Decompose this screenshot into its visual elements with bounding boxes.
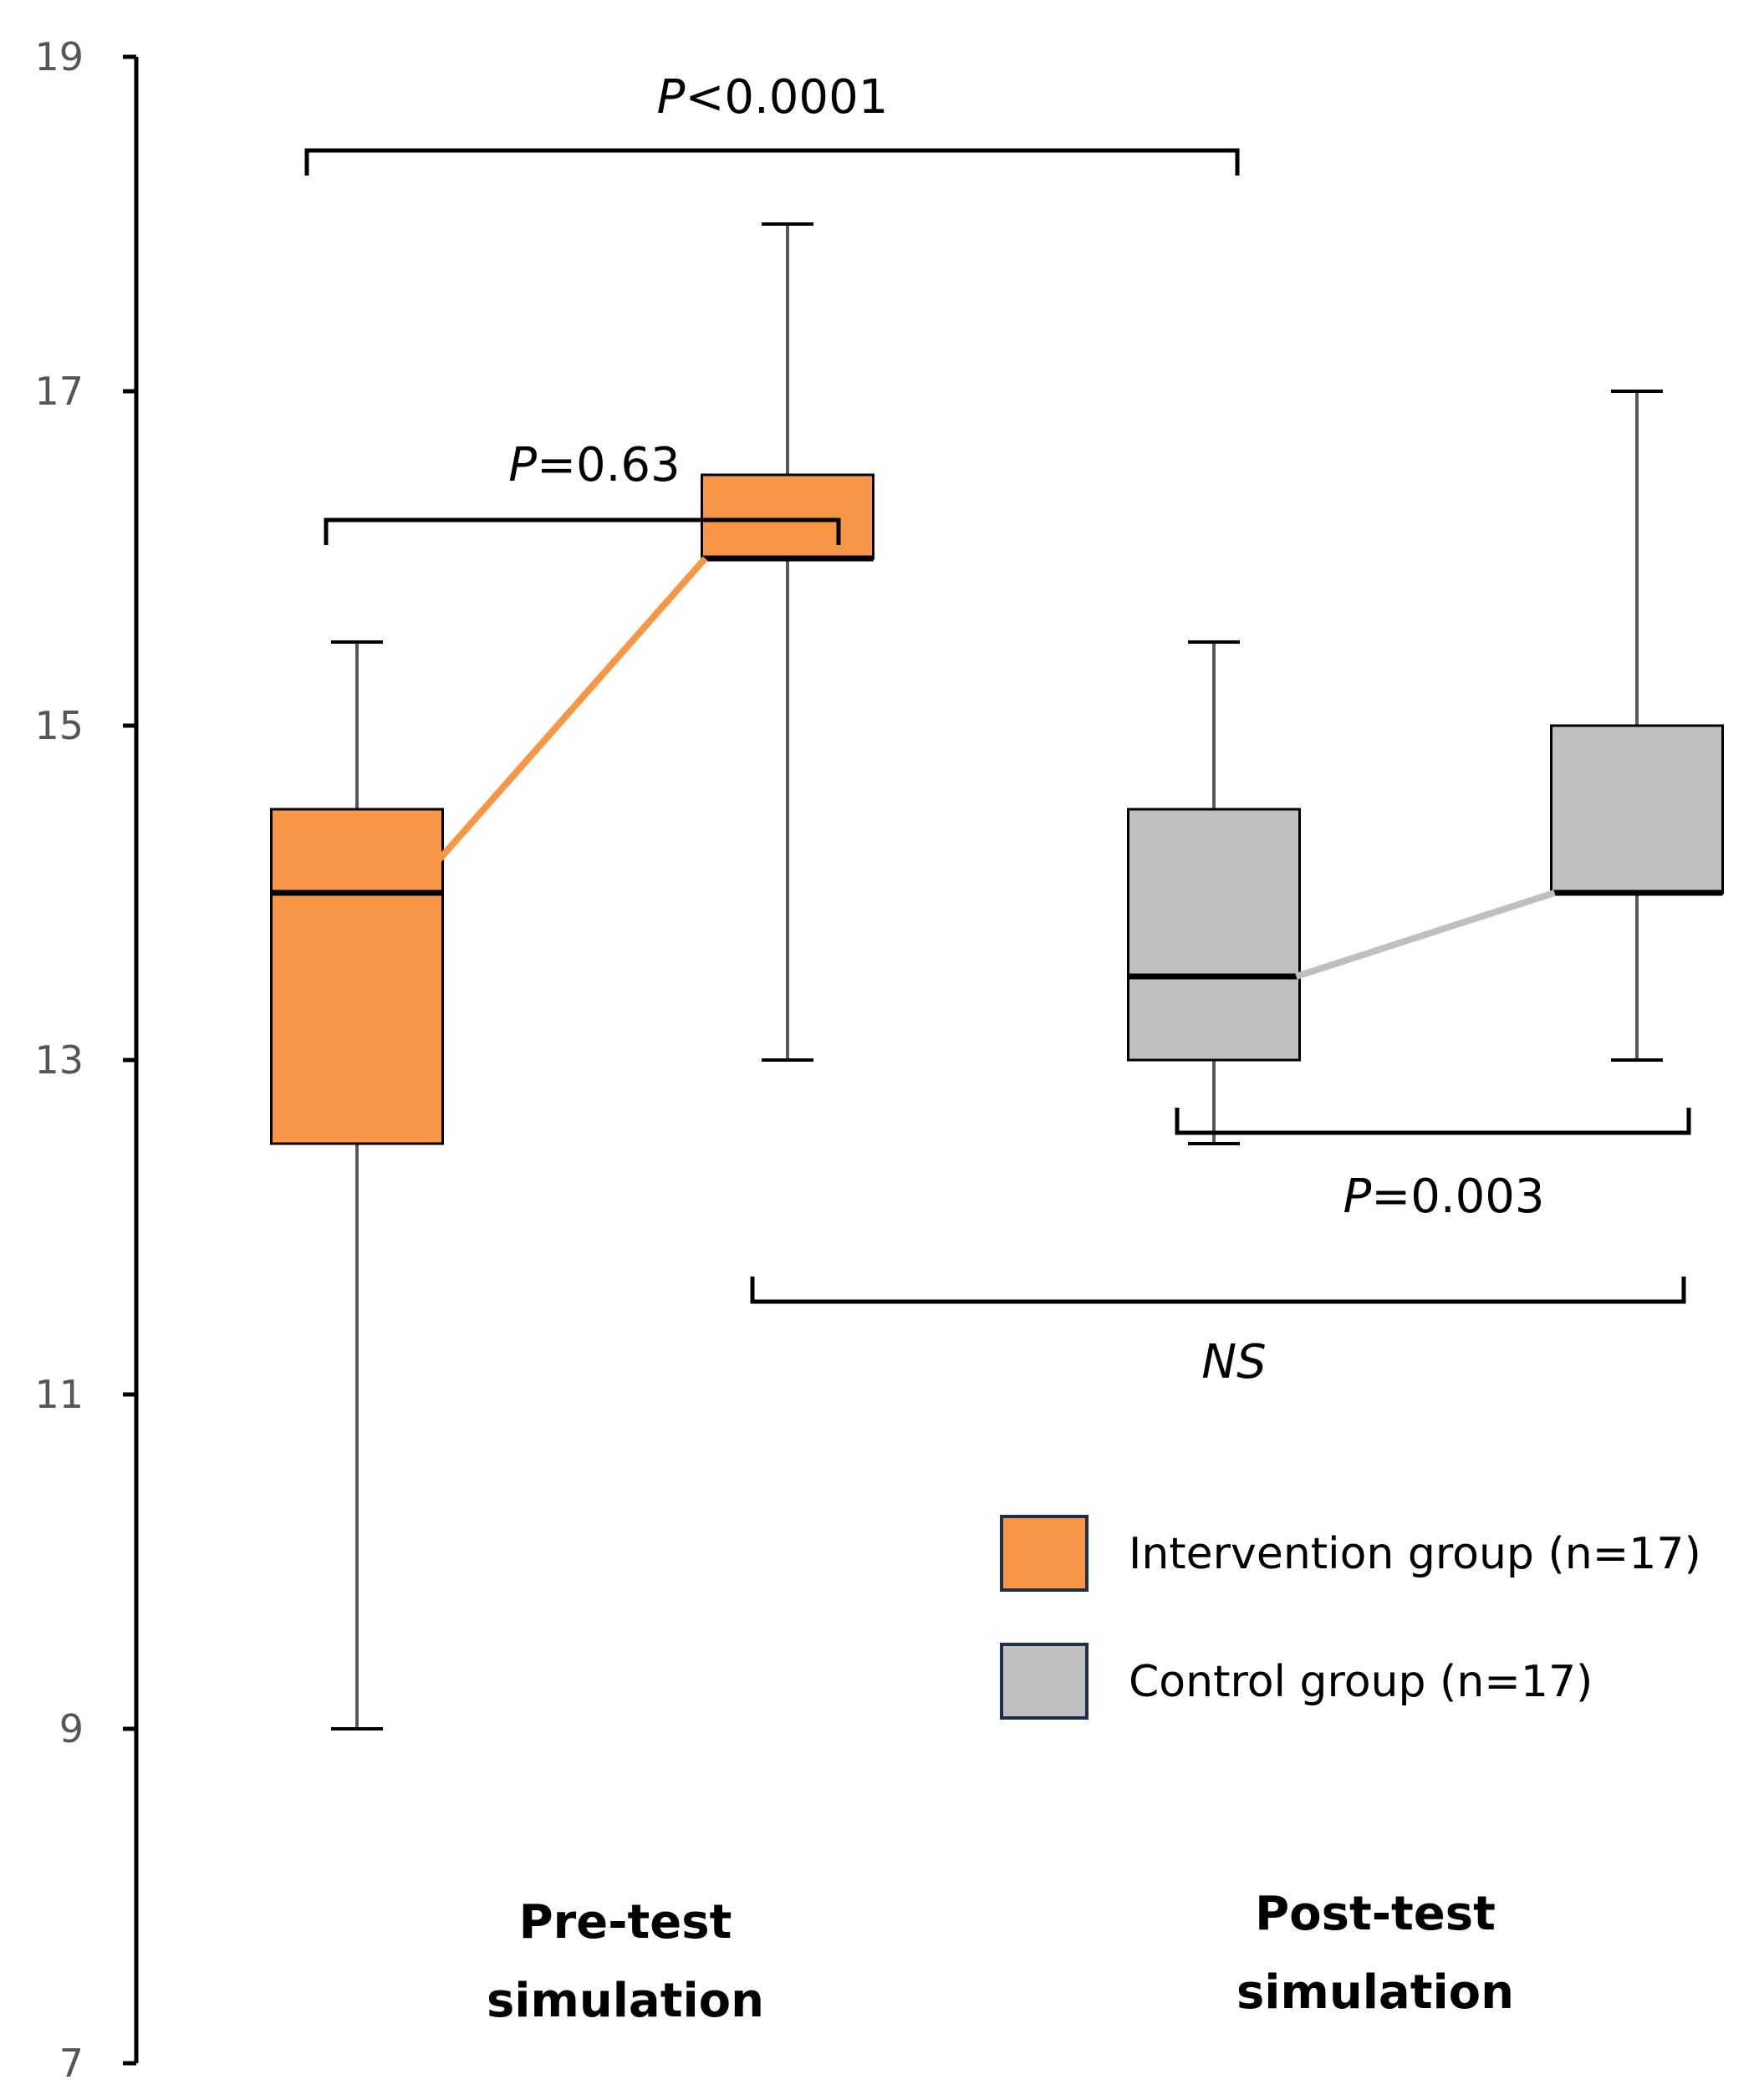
annotation-post-intervention-vs-control: P=0.003 — [1343, 1170, 1544, 1224]
y-tick-label-13: 13 — [34, 1037, 84, 1083]
box-control-group-post-test-simulation — [1550, 390, 1724, 1062]
bracket-pre-vs-post-intervention — [304, 148, 1240, 176]
trend-lines — [436, 556, 1556, 980]
y-tick-label-11: 11 — [34, 1372, 84, 1417]
bracket-pre-vs-post-control — [750, 1277, 1686, 1304]
annotation-pre-vs-post-control: NS — [1201, 1335, 1266, 1389]
bracket-post-intervention-vs-control — [1175, 1108, 1691, 1135]
y-tick-label-17: 17 — [34, 369, 84, 414]
trend-line-intervention-group — [436, 556, 708, 862]
y-tick-label-19: 19 — [34, 34, 84, 79]
significance-brackets: P<0.0001 P=0.63 P=0.003 NS — [304, 70, 1691, 1389]
box-intervention-group-post-test-simulation — [701, 222, 874, 1062]
iqr-box-intervention-group-pre-test-simulation — [270, 808, 444, 1145]
legend-swatch-control-group — [1000, 1643, 1089, 1720]
iqr-box-control-group-pre-test-simulation — [1127, 808, 1301, 1062]
y-tick-label-7: 7 — [59, 2041, 84, 2086]
category-label-post-test-simulation-line-2: simulation — [1236, 1965, 1514, 2020]
box-layer — [270, 222, 1724, 1730]
legend: Intervention group (n=17) Control group (… — [1000, 1515, 1701, 1720]
category-label-post-test-simulation-line-1: Post-test — [1255, 1887, 1496, 1941]
trend-line-control-group — [1295, 889, 1556, 980]
box-control-group-pre-test-simulation — [1127, 640, 1301, 1145]
annotation-pre-intervention-vs-control: P=0.63 — [508, 438, 680, 492]
y-tick-label-15: 15 — [34, 703, 84, 748]
y-axis: 7 9 11 13 15 17 19 — [34, 34, 139, 2086]
y-tick-label-9: 9 — [59, 1706, 84, 1751]
annotation-pre-vs-post-intervention: P<0.0001 — [657, 70, 889, 125]
box-intervention-group-pre-test-simulation — [270, 640, 444, 1730]
category-label-pre-test-simulation-line-2: simulation — [487, 1974, 764, 2028]
legend-swatch-intervention-group — [1000, 1515, 1089, 1592]
legend-label-control-group: Control group (n=17) — [1129, 1657, 1593, 1707]
iqr-box-intervention-group-post-test-simulation — [701, 473, 874, 560]
iqr-box-control-group-post-test-simulation — [1550, 724, 1724, 895]
category-label-pre-test-simulation-line-1: Pre-test — [519, 1895, 732, 1950]
legend-label-intervention-group: Intervention group (n=17) — [1129, 1529, 1701, 1579]
category-labels: Pre-test simulation Post-test simulation — [487, 1887, 1514, 2028]
bracket-pre-intervention-vs-control — [324, 517, 841, 545]
